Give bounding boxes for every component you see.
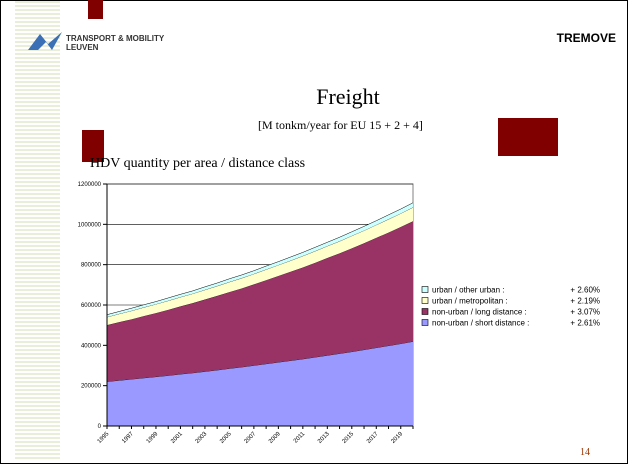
slide-title: Freight	[316, 84, 380, 109]
y-tick-label: 400000	[81, 343, 102, 349]
legend-growth: + 2.60%	[570, 286, 600, 295]
accent-block	[498, 118, 558, 156]
accent-block	[82, 130, 104, 162]
y-tick-label: 1000000	[78, 222, 102, 228]
legend-swatch	[421, 286, 429, 293]
y-tick-label: 600000	[81, 303, 102, 309]
legend-growth: + 2.19%	[570, 297, 600, 306]
logo-text: LEUVEN	[66, 43, 99, 52]
legend-swatch	[421, 297, 429, 304]
legend-growth: + 3.07%	[570, 308, 600, 317]
area	[107, 341, 413, 426]
brand: TREMOVE	[557, 31, 616, 45]
y-tick-label: 0	[98, 424, 102, 430]
legend-label: urban / other urban :	[432, 286, 505, 295]
area	[107, 207, 413, 326]
legend-swatch	[421, 308, 429, 315]
page-number: 14	[580, 447, 590, 458]
side-stripes	[15, 1, 60, 459]
legend-label: urban / metropolitan :	[432, 297, 508, 306]
area-edge	[106, 202, 414, 315]
legend-label: non-urban / short distance :	[432, 319, 529, 328]
accent-block	[88, 0, 103, 19]
legend-label: non-urban / long distance :	[432, 308, 527, 317]
y-tick-label: 200000	[81, 384, 102, 390]
logo-icon	[28, 32, 62, 50]
legend-swatch	[421, 319, 429, 326]
y-tick-label: 1200000	[78, 182, 102, 188]
chart-heading: HDV quantity per area / distance class	[90, 156, 305, 171]
subtitle-box	[256, 116, 498, 134]
legend: urban / other urban : + 2.60% urban / metr…	[421, 286, 600, 328]
legend-growth: + 2.61%	[570, 319, 600, 328]
logo-text: TRANSPORT & MOBILITY	[66, 34, 165, 43]
area	[107, 221, 413, 382]
y-tick-label: 800000	[81, 263, 102, 269]
subtitle: [M tonkm/year for EU 15 + 2 + 4]	[258, 118, 423, 132]
